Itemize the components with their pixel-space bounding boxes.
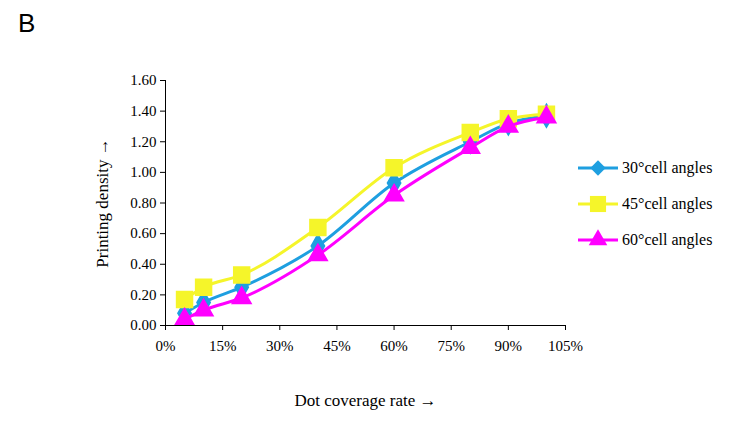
svg-text:0.80: 0.80 bbox=[130, 195, 156, 211]
svg-text:0%: 0% bbox=[156, 338, 176, 354]
svg-text:Printing density →: Printing density → bbox=[93, 138, 112, 267]
svg-text:90%: 90% bbox=[495, 338, 523, 354]
svg-text:1.00: 1.00 bbox=[130, 164, 156, 180]
svg-text:0.40: 0.40 bbox=[130, 256, 156, 272]
svg-text:Dot coverage rate →: Dot coverage rate → bbox=[294, 391, 436, 410]
svg-text:45%: 45% bbox=[323, 338, 351, 354]
html-text:45°cell angles: 45°cell angles bbox=[622, 195, 713, 212]
svg-text:0.20: 0.20 bbox=[130, 287, 156, 303]
svg-text:30%: 30% bbox=[266, 338, 294, 354]
svg-text:0.60: 0.60 bbox=[130, 225, 156, 241]
svg-text:15%: 15% bbox=[209, 338, 237, 354]
svg-text:75%: 75% bbox=[437, 338, 465, 354]
svg-text:0.00: 0.00 bbox=[130, 317, 156, 333]
html-text:B: B bbox=[18, 8, 36, 38]
svg-text:1.40: 1.40 bbox=[130, 103, 156, 119]
svg-text:105%: 105% bbox=[548, 338, 583, 354]
html-text:60°cell angles: 60°cell angles bbox=[622, 231, 713, 248]
html-text:30°cell angles: 30°cell angles bbox=[622, 159, 713, 176]
svg-text:1.20: 1.20 bbox=[130, 134, 156, 150]
svg-text:1.60: 1.60 bbox=[130, 72, 156, 88]
svg-text:60%: 60% bbox=[380, 338, 408, 354]
